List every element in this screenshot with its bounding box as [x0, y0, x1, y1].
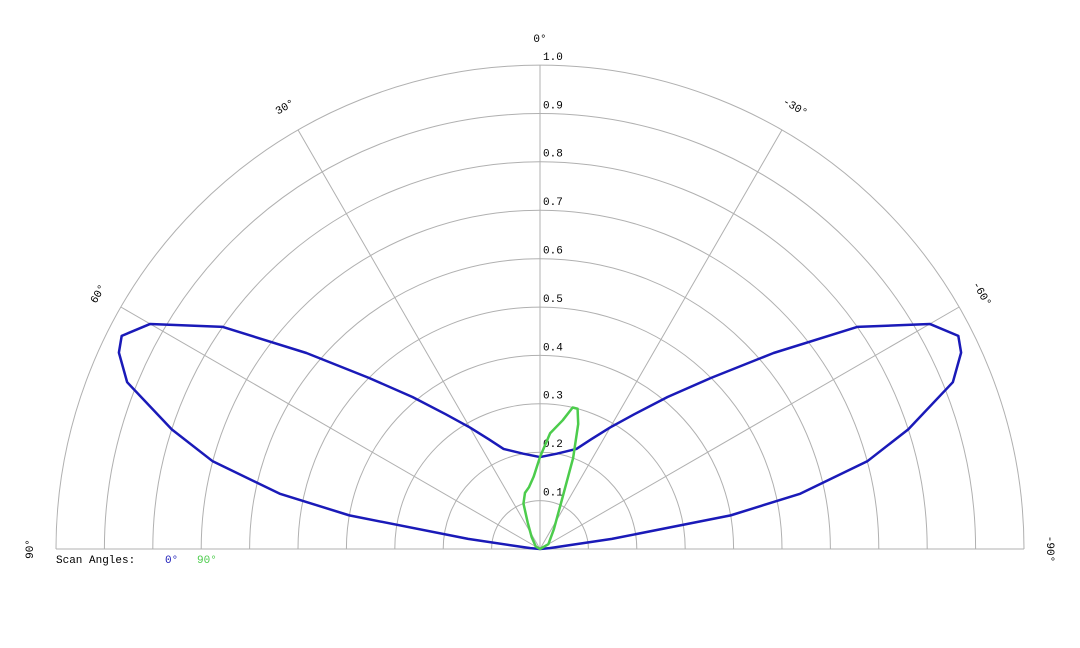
r-tick-label: 0.6 — [543, 246, 563, 258]
theta-tick-label: 90° — [25, 539, 37, 559]
legend-entry: 0° — [165, 555, 178, 567]
r-tick-label: 0.9 — [543, 100, 563, 112]
r-tick-label: 0.8 — [543, 149, 563, 161]
r-tick-label: 0.2 — [543, 439, 563, 451]
series-line — [522, 406, 580, 551]
grid-spoke — [297, 129, 541, 550]
grid-spoke — [539, 306, 960, 550]
r-tick-label: 0.3 — [543, 391, 563, 403]
grid-spoke — [539, 129, 783, 550]
theta-tick-label: 60° — [89, 283, 109, 306]
legend-entry: 90° — [197, 555, 217, 567]
r-tick-label: 0.5 — [543, 294, 563, 306]
grid-spoke — [120, 306, 541, 550]
r-tick-label: 0.4 — [543, 342, 563, 354]
theta-tick-label: -60° — [969, 280, 993, 309]
theta-tick-label: -90° — [1043, 536, 1055, 562]
theta-tick-label: 30° — [274, 98, 297, 118]
r-tick-label: 0.1 — [543, 488, 563, 500]
theta-tick-label: -30° — [780, 96, 809, 120]
r-tick-label: 0.7 — [543, 197, 563, 209]
r-tick-label: 1.0 — [543, 52, 563, 64]
legend-title: Scan Angles: — [56, 555, 135, 567]
theta-tick-label: 0° — [533, 34, 546, 46]
